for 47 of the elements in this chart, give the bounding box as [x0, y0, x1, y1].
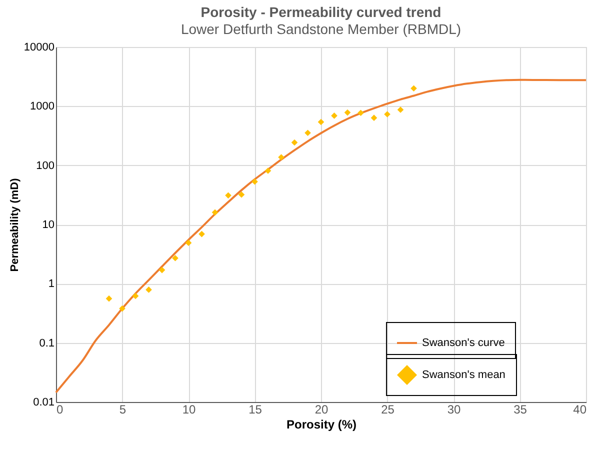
x-axis-title: Porosity (%): [286, 418, 357, 432]
point: [318, 118, 324, 126]
y-tick-label: 10000: [24, 42, 54, 54]
point: [304, 130, 311, 136]
point: [225, 192, 232, 199]
x-tick-label: 35: [514, 402, 528, 416]
point: [146, 286, 152, 293]
y-tick-label: 0.01: [33, 396, 54, 408]
point: [238, 191, 245, 198]
y-tick-label: 1: [48, 278, 54, 290]
chart-subtitle: Lower Detfurth Sandstone Member (RBMDL): [180, 21, 462, 37]
point: [212, 209, 218, 216]
chart-title: Porosity - Permeability curved trend: [200, 4, 442, 20]
point: [344, 109, 351, 116]
point: [384, 111, 390, 118]
x-tick-label: 15: [248, 402, 262, 416]
legend-label: Swanson's mean: [422, 369, 506, 381]
point: [252, 178, 258, 185]
point: [410, 85, 417, 92]
x-tick-label: 5: [119, 402, 126, 416]
y-axis-title: Permeability (mD): [8, 178, 21, 272]
point: [106, 295, 112, 302]
point: [291, 139, 298, 146]
point: [172, 254, 178, 262]
point: [370, 114, 378, 121]
point: [358, 110, 364, 116]
x-tick-label: 10: [182, 402, 196, 416]
y-tick-label: 10: [42, 219, 54, 231]
point: [264, 168, 272, 174]
x-tick-label: 20: [314, 402, 328, 416]
x-tick-label: 25: [381, 402, 395, 416]
legend-label: Swanson's curve: [422, 337, 505, 349]
line-series: [55, 78, 587, 394]
y-tick-label: 100: [36, 160, 54, 172]
x-tick-label: 30: [447, 402, 461, 416]
point: [119, 305, 126, 312]
point: [331, 112, 338, 119]
point: [198, 230, 205, 238]
x-tick-label: 0: [56, 402, 64, 416]
point: [158, 266, 166, 274]
point: [278, 154, 284, 160]
y-tick-label: 0.1: [39, 337, 54, 350]
y-tick-label: 1000: [30, 100, 54, 113]
point: [397, 106, 404, 113]
x-tick-label: 40: [573, 402, 587, 416]
point: [185, 240, 192, 246]
point: [132, 292, 139, 300]
